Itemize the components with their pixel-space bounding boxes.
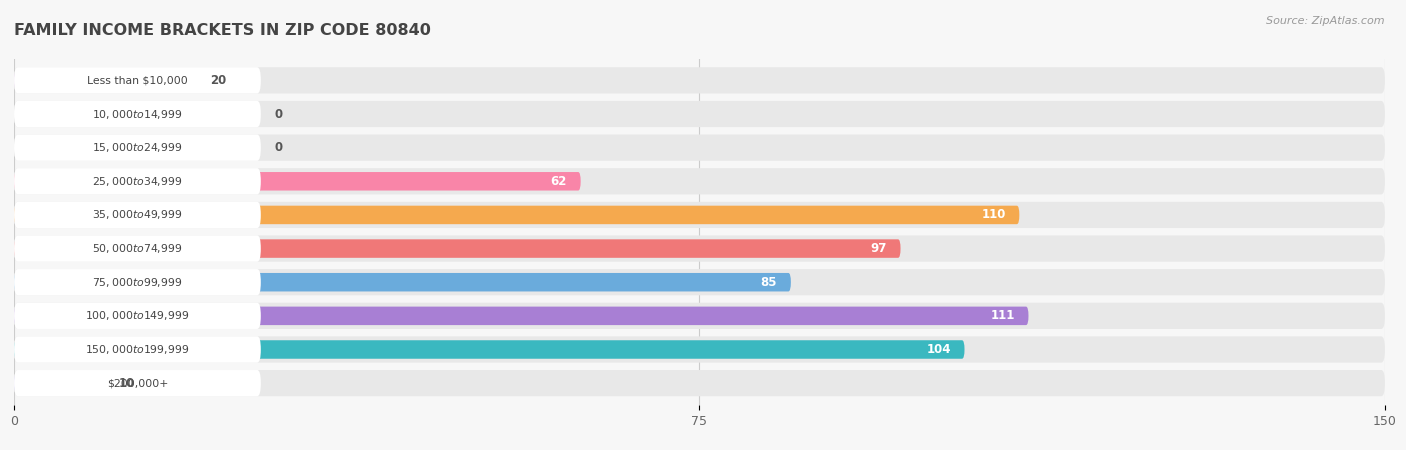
Text: $75,000 to $99,999: $75,000 to $99,999 [93,276,183,289]
FancyBboxPatch shape [14,67,1385,94]
Text: $200,000+: $200,000+ [107,378,169,388]
FancyBboxPatch shape [14,235,262,262]
Text: 97: 97 [870,242,887,255]
Text: $100,000 to $149,999: $100,000 to $149,999 [86,309,190,322]
FancyBboxPatch shape [14,135,1385,161]
FancyBboxPatch shape [14,374,105,392]
FancyBboxPatch shape [14,269,262,295]
FancyBboxPatch shape [14,168,262,194]
Text: $35,000 to $49,999: $35,000 to $49,999 [93,208,183,221]
FancyBboxPatch shape [14,135,262,161]
FancyBboxPatch shape [14,303,1385,329]
Text: 20: 20 [211,74,226,87]
Text: 110: 110 [981,208,1005,221]
FancyBboxPatch shape [14,101,262,127]
FancyBboxPatch shape [14,202,262,228]
Text: $150,000 to $199,999: $150,000 to $199,999 [86,343,190,356]
Text: 0: 0 [274,141,283,154]
Text: 85: 85 [761,276,778,289]
FancyBboxPatch shape [14,168,1385,194]
Text: $50,000 to $74,999: $50,000 to $74,999 [93,242,183,255]
Text: 0: 0 [274,108,283,121]
FancyBboxPatch shape [14,340,965,359]
FancyBboxPatch shape [14,67,262,94]
FancyBboxPatch shape [14,101,1385,127]
Text: 62: 62 [551,175,567,188]
Text: FAMILY INCOME BRACKETS IN ZIP CODE 80840: FAMILY INCOME BRACKETS IN ZIP CODE 80840 [14,22,430,38]
Text: $25,000 to $34,999: $25,000 to $34,999 [93,175,183,188]
Text: Source: ZipAtlas.com: Source: ZipAtlas.com [1267,16,1385,26]
FancyBboxPatch shape [14,71,197,90]
FancyBboxPatch shape [14,172,581,190]
Text: $15,000 to $24,999: $15,000 to $24,999 [93,141,183,154]
FancyBboxPatch shape [14,235,1385,262]
FancyBboxPatch shape [14,303,262,329]
FancyBboxPatch shape [14,370,1385,396]
FancyBboxPatch shape [14,206,1019,224]
FancyBboxPatch shape [14,336,1385,363]
FancyBboxPatch shape [14,239,900,258]
FancyBboxPatch shape [14,306,1029,325]
Text: 10: 10 [120,377,135,390]
FancyBboxPatch shape [14,202,1385,228]
Text: 104: 104 [927,343,950,356]
Text: $10,000 to $14,999: $10,000 to $14,999 [93,108,183,121]
FancyBboxPatch shape [14,370,262,396]
FancyBboxPatch shape [14,269,1385,295]
Text: 111: 111 [990,309,1015,322]
Text: Less than $10,000: Less than $10,000 [87,75,188,86]
FancyBboxPatch shape [14,273,790,292]
FancyBboxPatch shape [14,336,262,363]
